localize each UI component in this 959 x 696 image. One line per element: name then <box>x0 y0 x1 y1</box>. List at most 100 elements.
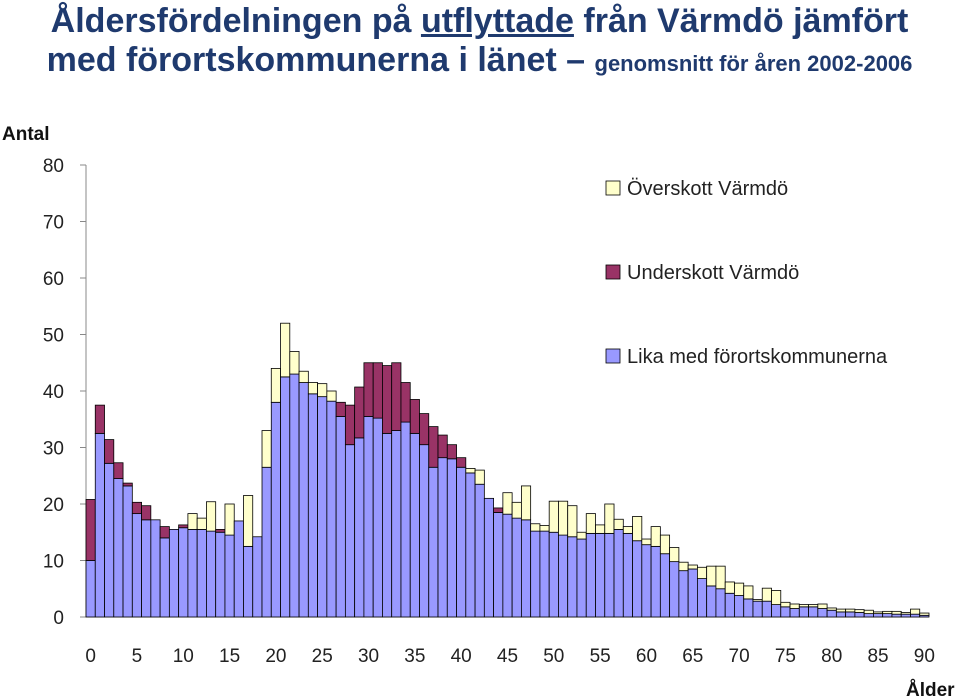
bar-segment-base <box>650 545 661 618</box>
bar-segment-base <box>854 612 865 618</box>
bar-segment-base <box>280 376 291 618</box>
bar-segment-base <box>317 396 328 618</box>
bar-segment-surplus <box>511 501 522 519</box>
bar-segment-base <box>409 432 420 618</box>
bar-segment-base <box>548 531 559 618</box>
x-tick-label: 45 <box>497 646 518 667</box>
x-tick-label: 5 <box>132 646 143 667</box>
bar-segment-base <box>808 606 819 618</box>
bar-segment-base <box>437 457 448 618</box>
bar-segment-base <box>215 531 226 618</box>
x-tick-label: 60 <box>636 646 657 667</box>
chart-subtitle: genomsnitt för åren 2002-2006 <box>594 51 913 77</box>
bar-segment-base <box>539 530 550 618</box>
bar-segment-base <box>94 432 105 618</box>
bar-segment-surplus <box>613 518 624 530</box>
bar-segment-base <box>233 520 244 618</box>
bar-segment-base <box>576 538 587 618</box>
bar-segment-surplus <box>678 561 689 572</box>
bar-segment-base <box>261 466 272 618</box>
bar-segment-deficit <box>419 413 430 446</box>
bar-segment-base <box>761 600 772 618</box>
bar-segment-surplus <box>558 500 569 536</box>
bar-segment-base <box>891 613 902 618</box>
bar-segment-surplus <box>641 538 652 546</box>
bar-segment-surplus <box>891 610 902 615</box>
bar-segment-surplus <box>465 467 476 474</box>
x-tick-label: 70 <box>729 646 750 667</box>
bar-segment-surplus <box>734 582 745 596</box>
bar-segment-deficit <box>437 434 448 459</box>
bar-segment-base <box>382 432 393 618</box>
bar-segment-base <box>734 595 745 618</box>
bar-segment-base <box>715 588 726 618</box>
bar-segment-surplus <box>224 503 235 536</box>
bar-segment-base <box>474 483 485 618</box>
bar-segment-base <box>335 416 346 618</box>
bar-segment-surplus <box>761 587 772 602</box>
bar-segment-surplus <box>298 370 309 383</box>
bar-segment-surplus <box>826 607 837 611</box>
x-tick-label: 40 <box>451 646 472 667</box>
bar-segment-base <box>270 401 281 618</box>
bar-segment-surplus <box>854 609 865 613</box>
bar-segment-surplus <box>474 469 485 485</box>
bar-segment-base <box>493 512 504 618</box>
bar-segment-base <box>168 529 180 618</box>
bar-segment-surplus <box>604 503 615 534</box>
bar-segment-surplus <box>530 523 541 532</box>
bar-segment-surplus <box>317 383 328 398</box>
bar-segment-base <box>344 444 356 618</box>
bar-segment-surplus <box>196 517 207 530</box>
x-tick-label: 25 <box>312 646 333 667</box>
bar-segment-base <box>196 529 207 618</box>
bar-segment-base <box>150 519 161 618</box>
bar-segment-base <box>789 608 800 618</box>
bar-segment-surplus <box>882 610 893 615</box>
bar-segment-base <box>131 513 142 618</box>
bar-segment-surplus <box>187 513 198 530</box>
x-tick-label: 0 <box>85 646 96 667</box>
bar-segment-deficit <box>215 529 226 533</box>
bar-segment-surplus <box>521 485 532 521</box>
x-tick-label: 10 <box>173 646 194 667</box>
bar-segment-base <box>910 613 921 618</box>
bar-segment-surplus <box>798 604 809 608</box>
bar-segment-deficit <box>456 457 467 468</box>
legend-swatch <box>605 180 621 196</box>
bar-segment-base <box>141 519 152 618</box>
bar-segment-base <box>206 530 217 618</box>
bar-segment-surplus <box>261 430 272 468</box>
bar-segment-base <box>706 585 717 618</box>
bar-segment-deficit <box>141 505 152 521</box>
chart-ticks: 0 10 20 30 40 50 60 70 80 0 5 10 15 20 25 30 35 40 45 50 55 6… <box>43 156 935 667</box>
bar-segment-deficit <box>382 365 393 434</box>
bar-segment-surplus <box>910 608 921 615</box>
bar-segment-base <box>798 606 809 618</box>
bar-segment-surplus <box>817 603 828 609</box>
bar-segment-base <box>826 609 837 618</box>
bar-segment-deficit <box>372 362 383 419</box>
y-tick-label: 50 <box>43 326 64 347</box>
bar-segment-surplus <box>780 601 791 608</box>
bar-segment-base <box>835 611 847 618</box>
bar-segment-base <box>289 373 300 618</box>
bar-segment-deficit <box>391 362 402 431</box>
bar-segment-surplus <box>715 565 726 590</box>
bar-segment-base <box>187 529 198 618</box>
chart-title: Åldersfördelningen på utflyttade från Vä… <box>0 0 959 80</box>
y-tick-label: 0 <box>53 608 64 629</box>
bar-segment-base <box>687 568 698 618</box>
bar-segment-surplus <box>289 351 300 375</box>
bar-segment-base <box>502 513 513 618</box>
bar-segment-base <box>882 613 893 618</box>
bar-segment-deficit <box>354 386 365 439</box>
x-tick-label: 55 <box>590 646 611 667</box>
bar-segment-surplus <box>697 566 708 579</box>
x-tick-label: 20 <box>265 646 286 667</box>
bar-segment-surplus <box>669 547 680 563</box>
bar-segment-deficit <box>122 482 133 487</box>
bar-segment-base <box>465 472 476 618</box>
bar-segment-base <box>178 527 189 618</box>
